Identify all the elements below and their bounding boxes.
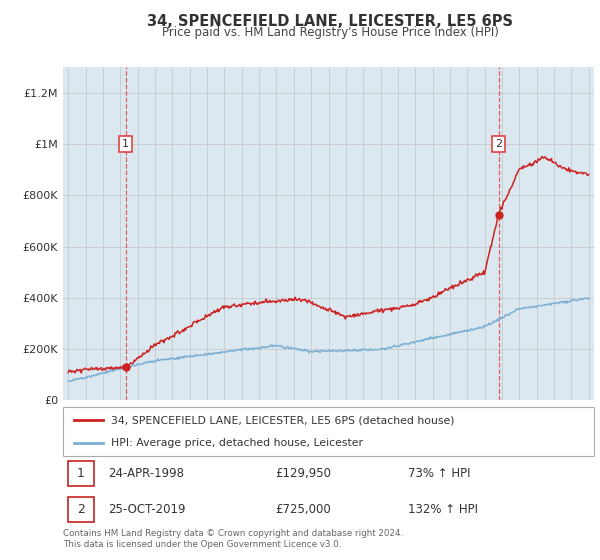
Text: £725,000: £725,000 <box>275 503 331 516</box>
Text: 73% ↑ HPI: 73% ↑ HPI <box>408 467 470 480</box>
Text: 2: 2 <box>77 503 85 516</box>
Text: HPI: Average price, detached house, Leicester: HPI: Average price, detached house, Leic… <box>111 438 363 448</box>
Text: 2: 2 <box>495 139 502 149</box>
Text: 34, SPENCEFIELD LANE, LEICESTER, LE5 6PS: 34, SPENCEFIELD LANE, LEICESTER, LE5 6PS <box>147 14 513 29</box>
Text: 132% ↑ HPI: 132% ↑ HPI <box>408 503 478 516</box>
Text: 1: 1 <box>77 467 85 480</box>
Text: 34, SPENCEFIELD LANE, LEICESTER, LE5 6PS (detached house): 34, SPENCEFIELD LANE, LEICESTER, LE5 6PS… <box>111 416 454 426</box>
Text: 25-OCT-2019: 25-OCT-2019 <box>108 503 185 516</box>
FancyBboxPatch shape <box>68 497 94 522</box>
Text: Contains HM Land Registry data © Crown copyright and database right 2024.
This d: Contains HM Land Registry data © Crown c… <box>63 529 403 549</box>
FancyBboxPatch shape <box>68 461 94 486</box>
Text: 1: 1 <box>122 139 129 149</box>
Text: Price paid vs. HM Land Registry's House Price Index (HPI): Price paid vs. HM Land Registry's House … <box>161 26 499 39</box>
Text: £129,950: £129,950 <box>275 467 331 480</box>
FancyBboxPatch shape <box>63 407 594 456</box>
Text: 24-APR-1998: 24-APR-1998 <box>108 467 184 480</box>
